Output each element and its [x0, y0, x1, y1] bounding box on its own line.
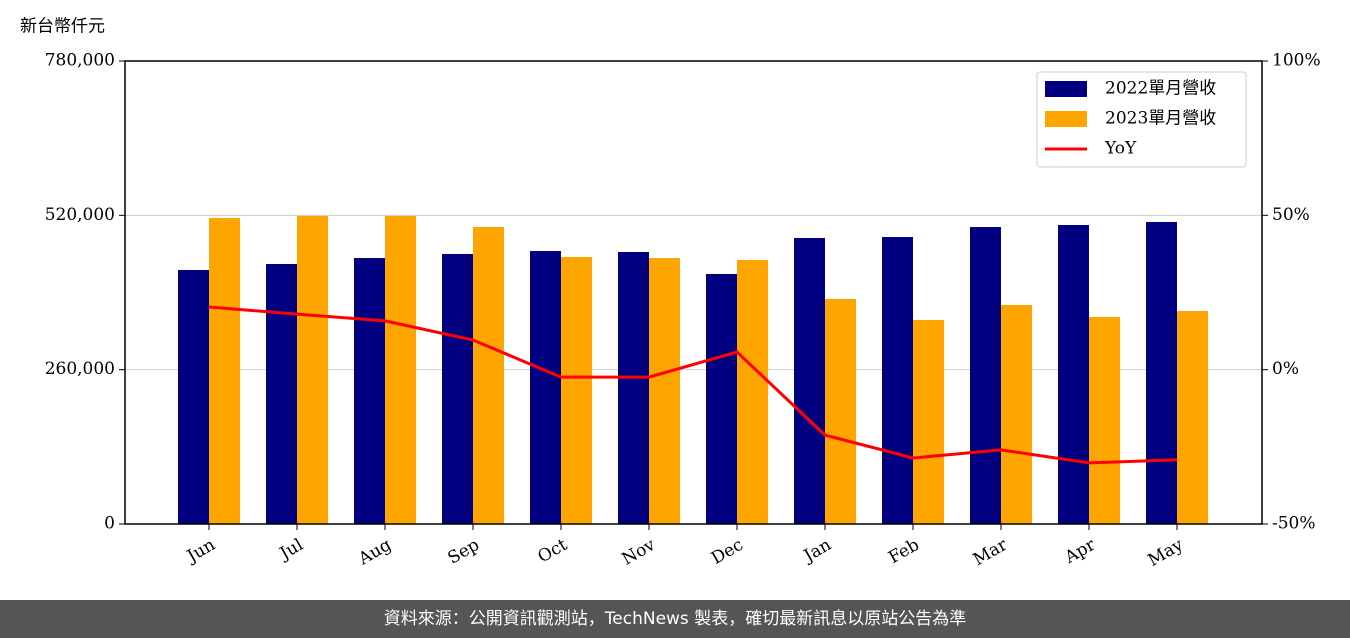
- y2-tick-label: 100%: [1272, 51, 1321, 71]
- bar: [1177, 311, 1208, 524]
- x-tick-label: Nov: [619, 535, 659, 570]
- x-tick-label: Feb: [885, 535, 923, 568]
- bar: [354, 258, 385, 524]
- bar: [561, 257, 592, 524]
- footer: 資料來源：公開資訊觀測站，TechNews 製表，確切最新訊息以原站公告為準: [0, 600, 1350, 638]
- bar: [970, 227, 1001, 525]
- x-tick-label: Mar: [970, 534, 1012, 570]
- bar: [178, 270, 209, 524]
- y2-tick-label: -50%: [1272, 514, 1316, 534]
- chart: 新台幣仟元 0 260,000 520,000 780,000 -50% 0% 50% 100…: [20, 17, 1321, 571]
- line: [208, 305, 1178, 465]
- bar: [794, 238, 825, 524]
- y2-tick-label: 0%: [1272, 359, 1299, 379]
- x-tick-label: Aug: [354, 535, 395, 570]
- bar: [913, 319, 944, 524]
- bar: [706, 273, 737, 524]
- plot-frame: [124, 60, 1263, 525]
- x-tick-label: Jun: [182, 535, 219, 568]
- legend-label: 2023單月營收: [1105, 109, 1216, 129]
- y-tick-label: 0: [104, 514, 115, 534]
- bar: [473, 227, 504, 525]
- y-tick-label: 520,000: [45, 205, 115, 225]
- bar: [209, 218, 240, 524]
- bar: [649, 258, 680, 524]
- bar: [1146, 221, 1177, 524]
- legend-swatch: [1045, 111, 1087, 127]
- x-tick-label: Dec: [708, 535, 747, 569]
- bar: [530, 251, 561, 525]
- bar: [1089, 317, 1120, 524]
- x-tick-label: Sep: [445, 535, 483, 569]
- x-tick-label: May: [1145, 535, 1188, 571]
- bar: [442, 253, 473, 525]
- bar: [882, 236, 913, 524]
- y2-tick-label: 50%: [1272, 205, 1310, 225]
- bar: [825, 299, 856, 524]
- bar: [618, 252, 649, 524]
- x-tick-label: Jan: [799, 535, 835, 567]
- x-tick-label: Apr: [1061, 534, 1100, 568]
- x-tick-label: Oct: [535, 535, 571, 568]
- x-tick-label: Jul: [275, 535, 307, 565]
- y-axis-label: 新台幣仟元: [20, 17, 105, 37]
- bar: [266, 264, 297, 524]
- legend-label: 2022單月營收: [1105, 79, 1216, 99]
- legend-label: YoY: [1104, 139, 1137, 159]
- y-tick-label: 780,000: [45, 51, 115, 71]
- bar: [385, 215, 416, 525]
- bar: [1058, 225, 1089, 524]
- bar: [297, 215, 328, 525]
- bar: [737, 259, 768, 524]
- y-tick-label: 260,000: [45, 359, 115, 379]
- legend-swatch: [1045, 81, 1087, 97]
- legend-box: [1036, 71, 1247, 168]
- bar: [1001, 305, 1032, 524]
